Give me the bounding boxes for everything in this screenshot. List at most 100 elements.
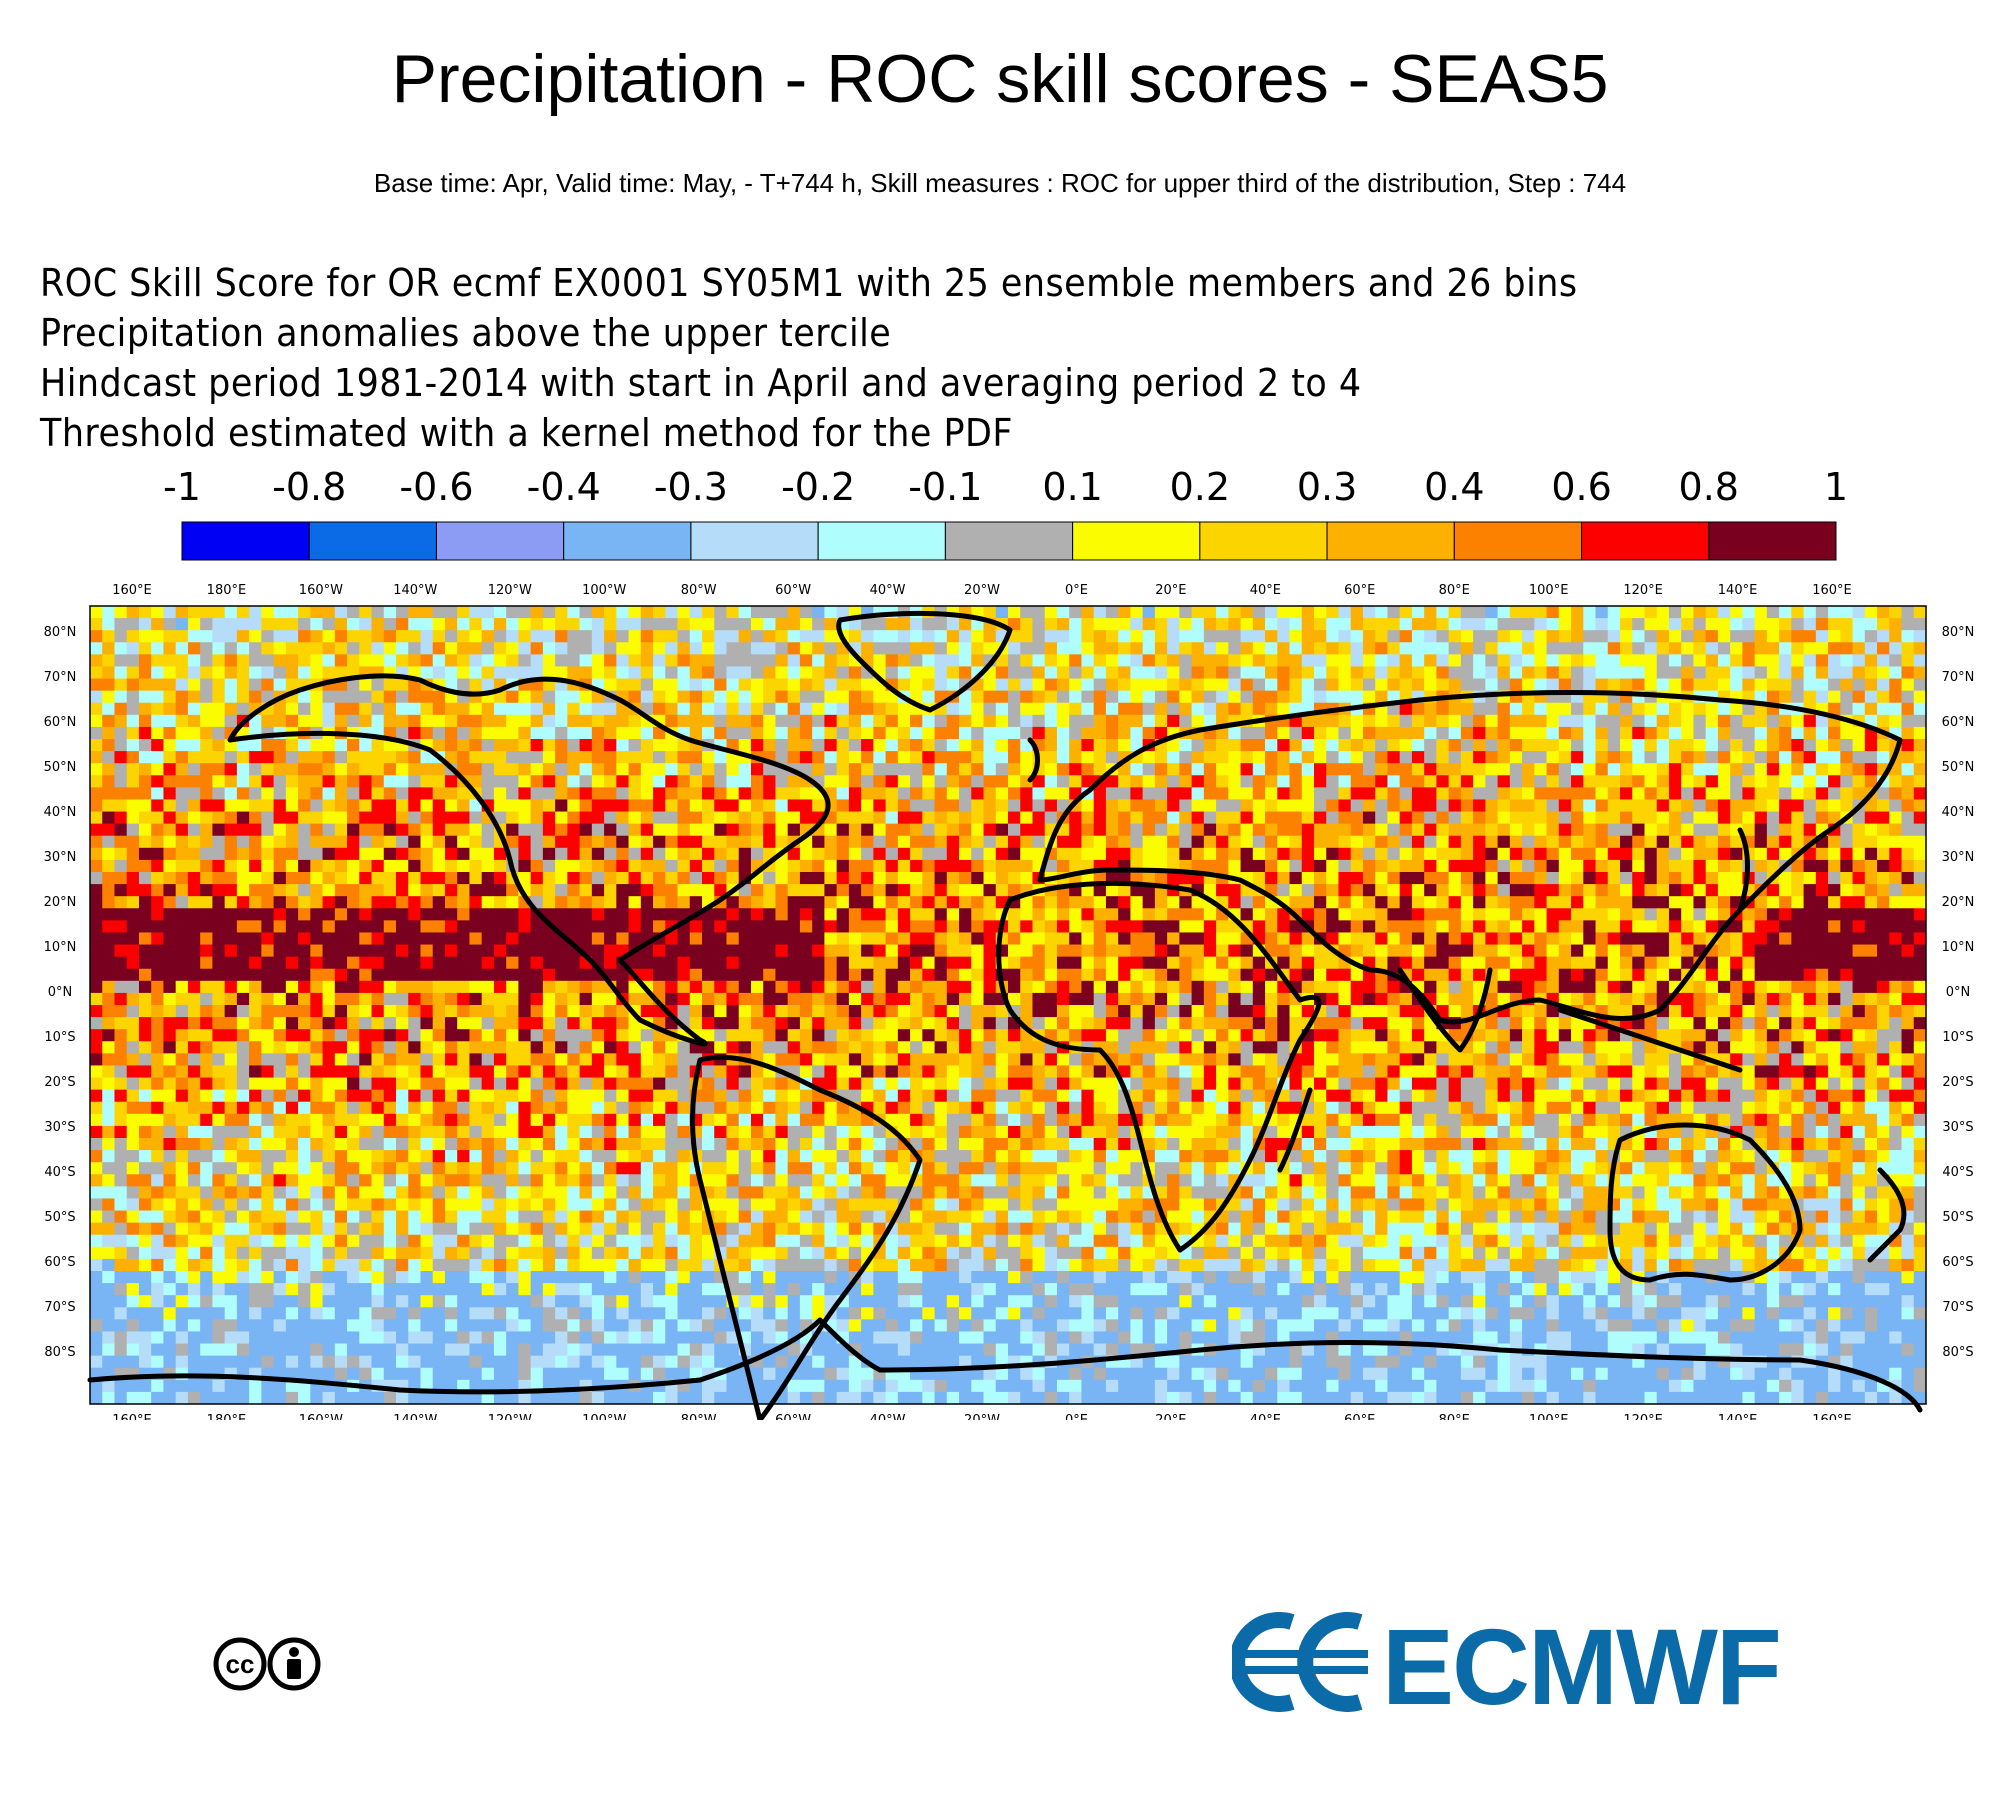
lat-label-right: 30°N [1942, 850, 1975, 865]
lat-label-right: 80°N [1942, 625, 1975, 640]
lat-label-left: 20°S [44, 1075, 75, 1090]
colorbar-tick-label: 0.3 [1297, 465, 1357, 509]
coastline-uk [1027, 737, 1040, 783]
lon-label-top: 120°W [488, 583, 532, 598]
lon-label-top: 60°E [1344, 583, 1375, 598]
lon-label-bottom: 100°W [582, 1413, 626, 1420]
lat-label-left: 10°N [44, 940, 77, 955]
lat-label-right: 70°N [1942, 670, 1975, 685]
lon-label-top: 140°E [1718, 583, 1758, 598]
coastline-south-america [690, 1054, 923, 1420]
colorbar-tick-label: 0.4 [1424, 465, 1484, 509]
colorbar-tick-label: -1 [163, 465, 201, 509]
colorbar-tick-label: 0.1 [1042, 465, 1102, 509]
lon-label-top: 60°W [775, 583, 811, 598]
coastline-india [1397, 967, 1493, 1053]
colorbar-segment [1708, 521, 1837, 561]
lat-label-left: 60°S [44, 1255, 75, 1270]
colorbar-tick-label: -0.8 [272, 465, 346, 509]
lon-label-bottom: 120°W [488, 1413, 532, 1420]
colorbar-tick-label: 0.6 [1551, 465, 1611, 509]
colorbar-tick-label: 0.2 [1170, 465, 1230, 509]
lon-label-bottom: 40°E [1250, 1413, 1281, 1420]
colorbar-tick-label: -0.3 [654, 465, 728, 509]
map-frame [89, 605, 1927, 1405]
colorbar-segment [435, 521, 565, 561]
coastline-africa [996, 880, 1322, 1253]
lat-label-right: 30°S [1942, 1120, 1973, 1135]
lon-label-bottom: 120°E [1623, 1413, 1663, 1420]
colorbar-segment [1072, 521, 1201, 561]
lat-label-left: 20°N [44, 895, 77, 910]
colorbar-segment [817, 521, 946, 561]
colorbar-tick-label: 1 [1824, 465, 1848, 509]
lat-label-right: 0°N [1946, 985, 1971, 1000]
ecmwf-logo-text: ECMWF [1382, 1606, 1782, 1727]
description-line: Precipitation anomalies above the upper … [40, 311, 892, 355]
lat-label-left: 80°S [44, 1345, 75, 1360]
lat-label-left: 30°S [44, 1120, 75, 1135]
lon-label-bottom: 60°W [775, 1413, 811, 1420]
colorbar-segment [308, 521, 437, 561]
colorbar-segment [1453, 521, 1583, 561]
description-line: Threshold estimated with a kernel method… [40, 411, 1013, 455]
colorbar-segment [1199, 521, 1328, 561]
lon-label-top: 80°W [681, 583, 717, 598]
colorbar-legend: -1 -0.8 -0.6 -0.4 -0.3 -0.2 -0.1 0.1 0.2 0.3 0.4 0.… [163, 465, 1848, 561]
lon-label-top: 0°E [1065, 583, 1088, 598]
lon-label-bottom: 80°E [1439, 1413, 1470, 1420]
colorbar-tick-label: -0.6 [399, 465, 473, 509]
chart-subtitle: Base time: Apr, Valid time: May, - T+744… [373, 168, 1627, 198]
lon-label-bottom: 20°W [964, 1413, 1000, 1420]
coastline-australia [1607, 1122, 1803, 1283]
lat-label-left: 80°N [44, 625, 77, 640]
chart-title: Precipitation - ROC skill scores - SEAS5 [391, 41, 1609, 117]
lat-label-right: 10°N [1942, 940, 1975, 955]
lon-label-top: 100°E [1529, 583, 1569, 598]
description-line: Hindcast period 1981-2014 with start in … [40, 361, 1362, 405]
lat-label-left: 40°S [44, 1165, 75, 1180]
coastline-madagascar [1277, 1087, 1313, 1173]
colorbar-segment [181, 521, 310, 561]
lon-label-top: 140°W [393, 583, 437, 598]
lat-label-left: 50°N [44, 760, 77, 775]
lon-label-bottom: 40°W [870, 1413, 906, 1420]
lat-label-right: 10°S [1942, 1030, 1973, 1045]
lat-label-right: 40°S [1942, 1165, 1973, 1180]
coastline-north-america [227, 673, 831, 1047]
colorbar-segment [944, 521, 1074, 561]
colorbar-tick-label: -0.4 [527, 465, 601, 509]
lat-label-right: 20°N [1942, 895, 1975, 910]
skill-score-map: 160°E 160°E 180°E 180°E 160°W 160°W 140°W 140°W… [44, 583, 1975, 1420]
lat-label-left: 0°N [48, 985, 73, 1000]
lon-label-top: 40°W [870, 583, 906, 598]
lon-label-bottom: 80°W [681, 1413, 717, 1420]
lon-label-bottom: 20°E [1155, 1413, 1186, 1420]
lon-label-top: 180°E [207, 583, 247, 598]
colorbar-segment [563, 521, 692, 561]
lon-label-top: 20°E [1155, 583, 1186, 598]
colorbar-tick-label: -0.2 [781, 465, 855, 509]
lon-label-top: 20°W [964, 583, 1000, 598]
lat-label-right: 80°S [1942, 1345, 1973, 1360]
lon-label-bottom: 160°E [1812, 1413, 1852, 1420]
lat-label-left: 40°N [44, 805, 77, 820]
lat-label-right: 50°N [1942, 760, 1975, 775]
lat-label-right: 70°S [1942, 1300, 1973, 1315]
lat-label-right: 60°S [1942, 1255, 1973, 1270]
lat-label-left: 30°N [44, 850, 77, 865]
lon-label-bottom: 160°E [112, 1413, 152, 1420]
lon-label-top: 160°E [1812, 583, 1852, 598]
coastline-indonesia [1557, 1007, 1743, 1073]
coastline-antarctica [87, 1317, 1923, 1413]
lon-label-bottom: 180°E [207, 1413, 247, 1420]
lon-label-top: 120°E [1623, 583, 1663, 598]
coastline-eurasia [1037, 690, 1903, 1025]
lon-label-top: 80°E [1439, 583, 1470, 598]
lon-label-top: 40°E [1250, 583, 1281, 598]
lon-label-bottom: 160°W [299, 1413, 343, 1420]
lat-label-right: 60°N [1942, 715, 1975, 730]
lat-label-right: 50°S [1942, 1210, 1973, 1225]
lat-label-left: 10°S [44, 1030, 75, 1045]
lon-label-top: 160°W [299, 583, 343, 598]
